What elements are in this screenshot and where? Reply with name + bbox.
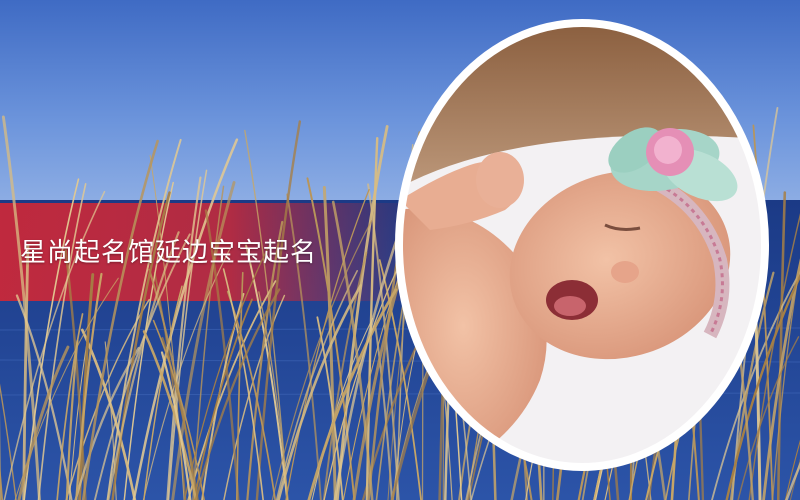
baby-nose: [611, 261, 639, 283]
grass-blade: [106, 138, 182, 500]
banner-title: 星尚起名馆延边宝宝起名: [20, 238, 318, 268]
grass-blade: [785, 461, 800, 500]
grass-blade: [142, 330, 198, 500]
grass-blade: [74, 346, 140, 500]
grass-blade: [222, 268, 264, 500]
grass-blade: [93, 233, 191, 500]
grass-blade: [194, 288, 281, 500]
grass-blade: [711, 270, 800, 500]
grass-blade: [374, 325, 393, 500]
grass-blade: [149, 154, 185, 500]
grass-blade: [37, 183, 87, 500]
grass-blade: [244, 129, 289, 500]
grass-blade: [193, 298, 253, 500]
grass-blade: [143, 285, 183, 500]
grass-blade: [784, 439, 800, 500]
baby-photo: [399, 23, 765, 467]
grass-blade: [56, 313, 84, 500]
grass-blade: [271, 220, 373, 500]
grass-blade: [307, 288, 398, 500]
photo-frame: [395, 19, 769, 471]
grass-blade: [65, 340, 79, 500]
headband-flower: [608, 127, 738, 202]
grass-blade: [183, 245, 270, 500]
grass-blade: [15, 294, 73, 500]
grass-blade: [323, 263, 401, 500]
grass-blade: [132, 138, 239, 500]
grass-blade: [275, 270, 359, 500]
grass-blade: [367, 183, 400, 500]
grass-blade: [75, 272, 103, 500]
grass-blade: [17, 345, 70, 500]
grass-blade: [286, 193, 322, 500]
grass-blade: [246, 220, 284, 500]
grass-blade: [22, 244, 30, 500]
grass-blade: [187, 280, 277, 500]
grass-blade: [3, 190, 106, 500]
grass-blade: [762, 258, 800, 500]
grass-blade: [236, 271, 244, 500]
grass-blade: [167, 169, 208, 500]
grass-blade: [322, 251, 368, 500]
grass-blade: [277, 284, 363, 500]
grass-blade: [81, 139, 159, 500]
grass-blade: [223, 294, 286, 500]
grass-blade: [378, 259, 422, 500]
grass-blade: [335, 125, 389, 500]
grass-blade: [166, 176, 202, 500]
baby-fist: [476, 152, 524, 208]
grass-blade: [171, 181, 236, 500]
grass-blade: [107, 231, 180, 500]
grass-blade: [204, 209, 240, 500]
grass-blade: [776, 191, 787, 500]
baby-eye: [604, 223, 641, 231]
grass-blade: [1, 115, 41, 500]
grass-blade: [748, 213, 800, 500]
grass-blade: [306, 177, 356, 500]
grass-blade: [160, 351, 192, 500]
grass-blade: [311, 317, 374, 500]
grass-blade: [111, 191, 171, 500]
grass-blade: [737, 336, 800, 500]
grass-blade: [331, 200, 374, 500]
grass-blade: [78, 273, 95, 500]
